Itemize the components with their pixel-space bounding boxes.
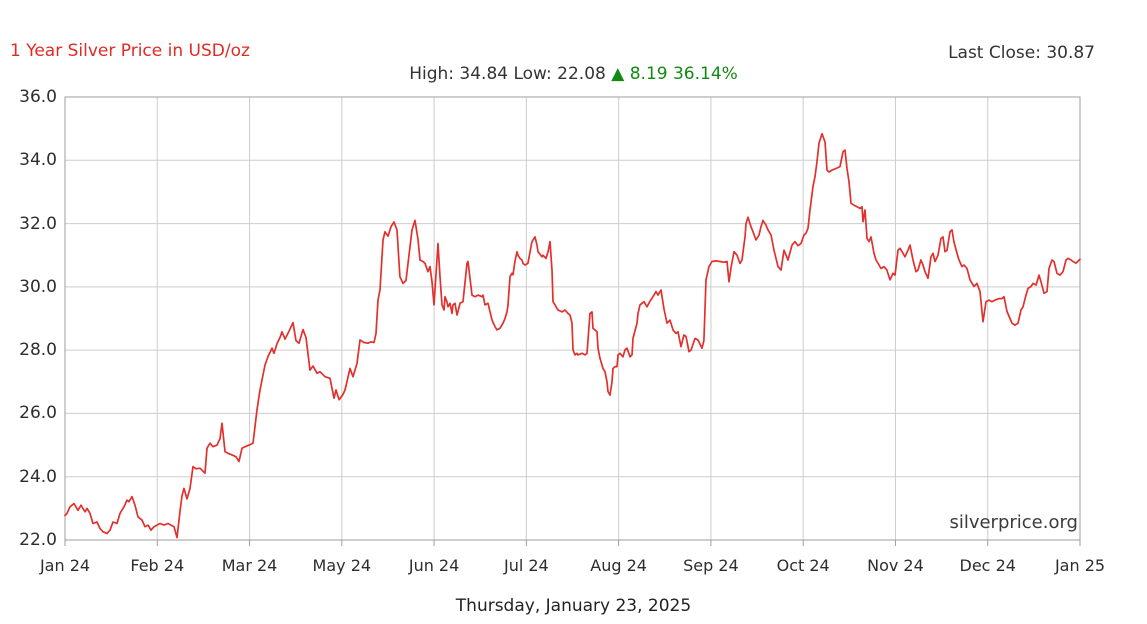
price-line-series bbox=[64, 132, 1081, 539]
watermark: silverprice.org bbox=[949, 512, 1078, 533]
last-close-label: Last Close: 30.87 bbox=[948, 43, 1095, 63]
up-arrow-icon: ▲ bbox=[611, 64, 625, 84]
change-label: 8.19 36.14% bbox=[629, 64, 738, 84]
chart-title: 1 Year Silver Price in USD/oz bbox=[10, 41, 250, 61]
high-low-label: High: 34.84 Low: 22.08 bbox=[409, 64, 606, 84]
date-label: Thursday, January 23, 2025 bbox=[455, 596, 692, 616]
chart-stats: High: 34.84 Low: 22.08 ▲ 8.19 36.14% bbox=[0, 64, 1147, 84]
